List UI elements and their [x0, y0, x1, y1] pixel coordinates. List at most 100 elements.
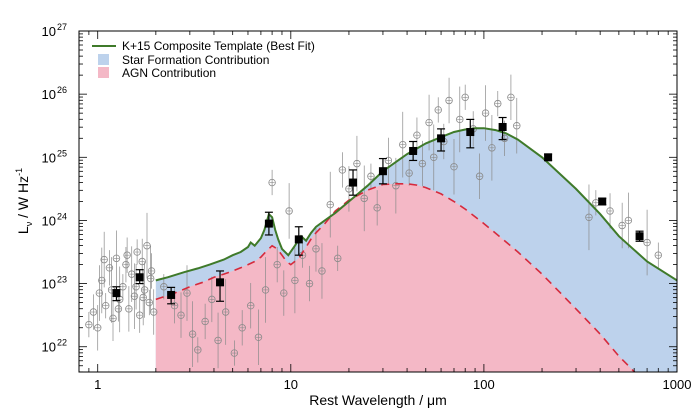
individual-point — [136, 297, 144, 333]
individual-point — [116, 266, 124, 333]
individual-point — [384, 137, 393, 184]
x-tick-label: 1000 — [663, 377, 692, 392]
individual-point — [214, 312, 222, 369]
individual-point-marker — [585, 213, 593, 221]
individual-point-marker — [145, 298, 154, 307]
individual-point-marker — [147, 267, 156, 275]
individual-point — [238, 310, 246, 346]
median-point-marker — [498, 122, 507, 131]
individual-point-marker — [123, 251, 131, 259]
individual-point-marker — [214, 336, 222, 345]
individual-point-marker — [425, 118, 433, 127]
individual-point-marker — [488, 144, 496, 152]
individual-point — [585, 184, 593, 251]
median-point-marker — [378, 167, 387, 176]
individual-point-marker — [624, 216, 633, 225]
median-point-marker — [544, 153, 553, 162]
median-point-marker — [349, 178, 358, 187]
agn-area — [155, 183, 677, 372]
individual-point — [132, 264, 140, 310]
individual-point — [109, 295, 117, 342]
individual-point-marker — [105, 264, 114, 272]
individual-point-marker — [100, 255, 108, 264]
x-tick-label: 10 — [284, 377, 298, 392]
individual-point — [145, 289, 154, 316]
median-point-marker — [635, 232, 644, 241]
individual-point — [150, 289, 158, 335]
individual-point-marker — [413, 131, 421, 139]
individual-point-marker — [373, 204, 381, 212]
individual-point — [230, 340, 239, 366]
individual-point — [85, 312, 93, 338]
median-point — [349, 169, 358, 196]
legend-label-composite: K+15 Composite Template (Best Fit) — [122, 39, 315, 53]
y-tick-exponent: 22 — [57, 338, 67, 348]
individual-point — [488, 114, 496, 181]
individual-point — [128, 246, 136, 302]
individual-point — [392, 157, 400, 214]
individual-point-marker — [183, 289, 191, 297]
individual-point — [475, 153, 484, 199]
individual-point-marker — [247, 301, 255, 310]
median-point — [112, 286, 121, 302]
individual-point-marker — [334, 254, 342, 263]
individual-point-marker — [326, 200, 334, 209]
median-point-marker — [264, 219, 273, 228]
individual-point — [125, 286, 133, 332]
individual-point-marker — [507, 93, 515, 102]
individual-point-marker — [291, 276, 299, 285]
median-point — [216, 270, 225, 302]
median-point — [498, 116, 507, 141]
individual-point-marker — [285, 207, 293, 215]
median-point-marker — [409, 146, 418, 155]
median-point-marker — [167, 290, 176, 299]
individual-point — [360, 165, 368, 232]
individual-point — [119, 274, 127, 300]
individual-point-marker — [201, 317, 209, 326]
individual-point — [100, 231, 108, 288]
individual-point-marker — [392, 182, 400, 190]
individual-point-marker — [494, 99, 502, 108]
individual-point-marker — [481, 109, 490, 117]
individual-point — [133, 239, 141, 265]
individual-point — [221, 279, 230, 345]
median-point-marker — [437, 134, 446, 143]
plot-area — [85, 74, 677, 372]
individual-point — [445, 77, 453, 124]
median-point — [294, 226, 303, 256]
individual-point — [98, 247, 106, 314]
y-tick-label: 10 — [42, 340, 56, 355]
x-axis: 1 10 100 1000 — [78, 31, 692, 392]
y-tick-exponent: 23 — [57, 275, 67, 285]
individual-point-marker — [133, 248, 141, 256]
individual-point-marker — [475, 172, 484, 180]
individual-point — [247, 282, 255, 329]
individual-point-marker — [89, 308, 98, 316]
individual-point-marker — [353, 159, 361, 168]
individual-point — [305, 265, 314, 302]
individual-point — [291, 247, 299, 314]
individual-point — [507, 74, 515, 121]
individual-point — [326, 171, 334, 238]
individual-point-marker — [122, 260, 130, 269]
individual-point-marker — [109, 314, 117, 323]
individual-point-marker — [456, 115, 464, 124]
y-tick-exponent: 25 — [57, 148, 67, 158]
median-point-marker — [294, 235, 303, 244]
individual-point-marker — [188, 330, 197, 338]
individual-point-marker — [114, 305, 123, 313]
individual-point-marker — [130, 292, 139, 300]
individual-point — [146, 245, 155, 312]
individual-point — [188, 301, 197, 367]
legend-swatch-star-formation — [98, 54, 109, 65]
individual-point — [177, 292, 185, 338]
median-point-marker — [466, 128, 475, 137]
individual-point-marker — [399, 140, 407, 149]
individual-point — [261, 257, 270, 323]
individual-point-marker — [160, 283, 168, 291]
individual-point — [624, 192, 633, 249]
individual-point — [513, 97, 521, 154]
individual-point — [418, 140, 427, 187]
legend-label-agn: AGN Contribution — [122, 66, 216, 80]
median-point — [264, 211, 273, 236]
